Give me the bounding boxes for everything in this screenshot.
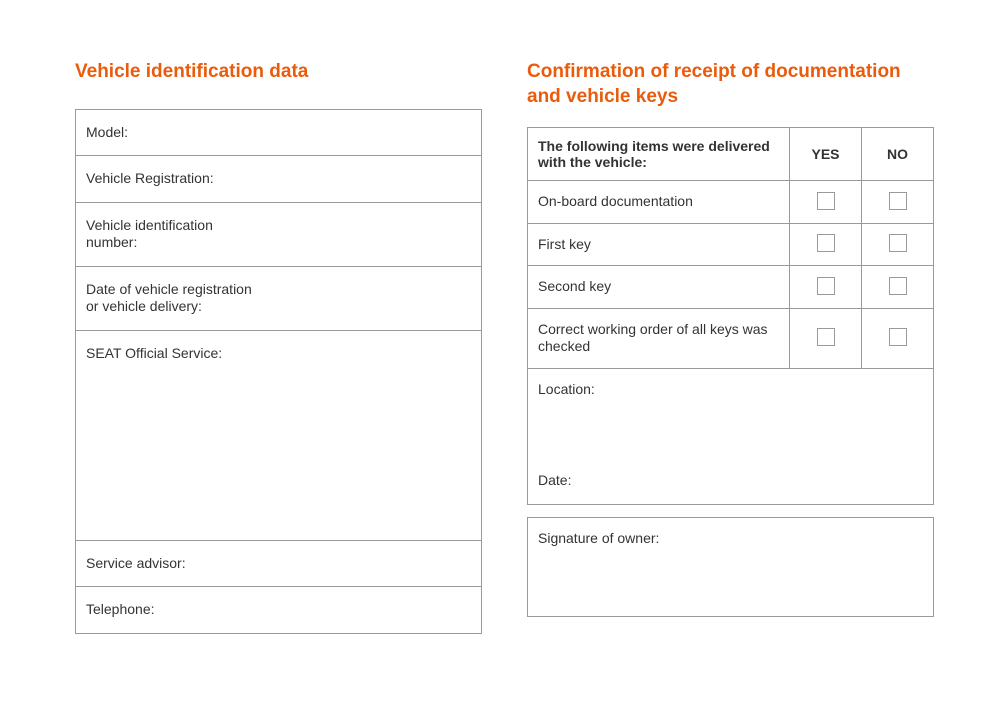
confirmation-header-label: The following items were delivered with … xyxy=(528,128,790,181)
no-cell xyxy=(862,308,934,368)
no-checkbox[interactable] xyxy=(889,328,907,346)
confirmation-item-label: First key xyxy=(528,223,790,266)
confirmation-row: Second key xyxy=(528,266,934,309)
vehicle-id-row: Vehicle identification number: xyxy=(76,203,481,267)
confirmation-item-label: Correct working order of all keys was ch… xyxy=(528,308,790,368)
yes-checkbox[interactable] xyxy=(817,277,835,295)
confirmation-row: Correct working order of all keys was ch… xyxy=(528,308,934,368)
no-cell xyxy=(862,223,934,266)
confirmation-column: Confirmation of receipt of documentation… xyxy=(527,60,934,634)
no-checkbox[interactable] xyxy=(889,192,907,210)
confirmation-table: The following items were delivered with … xyxy=(527,127,934,369)
confirmation-row: On-board documentation xyxy=(528,181,934,224)
vehicle-id-row: Date of vehicle registration or vehicle … xyxy=(76,267,481,331)
yes-column-header: YES xyxy=(790,128,862,181)
date-label: Date: xyxy=(538,472,923,488)
no-checkbox[interactable] xyxy=(889,277,907,295)
signature-label: Signature of owner: xyxy=(538,530,659,546)
confirmation-item-label: On-board documentation xyxy=(528,181,790,224)
no-checkbox[interactable] xyxy=(889,234,907,252)
vehicle-id-row: Vehicle Registration: xyxy=(76,156,481,203)
location-label: Location: xyxy=(538,381,923,397)
confirmation-heading: Confirmation of receipt of documentation… xyxy=(527,60,934,109)
confirmation-item-label: Second key xyxy=(528,266,790,309)
vehicle-id-row: Model: xyxy=(76,110,481,157)
yes-cell xyxy=(790,223,862,266)
no-cell xyxy=(862,181,934,224)
signature-box: Signature of owner: xyxy=(527,517,934,617)
vehicle-id-row: Telephone: xyxy=(76,587,481,633)
yes-checkbox[interactable] xyxy=(817,234,835,252)
no-cell xyxy=(862,266,934,309)
vehicle-id-heading: Vehicle identification data xyxy=(75,60,482,85)
yes-cell xyxy=(790,308,862,368)
vehicle-id-row: SEAT Official Service: xyxy=(76,331,481,541)
yes-cell xyxy=(790,266,862,309)
confirmation-row: First key xyxy=(528,223,934,266)
yes-checkbox[interactable] xyxy=(817,328,835,346)
location-date-box: Location: Date: xyxy=(527,369,934,505)
yes-checkbox[interactable] xyxy=(817,192,835,210)
no-column-header: NO xyxy=(862,128,934,181)
vehicle-id-column: Vehicle identification data Model:Vehicl… xyxy=(75,60,482,634)
vehicle-id-row: Service advisor: xyxy=(76,541,481,588)
vehicle-id-table: Model:Vehicle Registration:Vehicle ident… xyxy=(75,109,482,634)
yes-cell xyxy=(790,181,862,224)
